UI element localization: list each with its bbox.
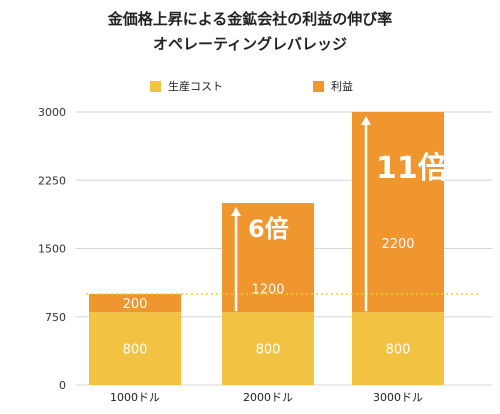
legend-swatch-cost [150,80,161,92]
x-tick-label-1: 2000ドル [243,391,293,404]
growth-multiplier-label-1: 11倍 [376,151,448,186]
x-tick-label-0: 1000ドル [110,391,160,404]
bar-profit-2 [352,112,444,313]
data-label-profit-0: 200 [123,297,148,312]
legend-item-profit: 利益 [313,78,353,94]
bar-cost-1 [222,312,314,385]
y-tick-label-4: 3000 [38,106,66,119]
chart-title-line-1: 金価格上昇による金鉱会社の利益の伸び率 [107,10,393,28]
data-label-profit-2: 2200 [381,237,414,252]
y-tick-label-0: 0 [59,379,66,392]
y-tick-label-3: 2250 [38,174,66,187]
y-tick-label-2: 1500 [38,243,66,256]
growth-multiplier-label-0: 6倍 [248,215,289,243]
legend-swatch-profit [313,80,324,92]
data-label-cost-0: 800 [123,343,148,358]
y-tick-label-1: 750 [45,311,66,324]
legend-label-cost: 生産コスト [168,80,223,93]
growth-arrow-head-1 [361,116,371,125]
data-label-cost-2: 800 [386,343,411,358]
data-label-cost-1: 800 [256,343,281,358]
bar-profit-0 [89,294,181,313]
data-label-profit-1: 1200 [251,283,284,298]
legend-label-profit: 利益 [331,80,353,93]
growth-arrow-head-0 [231,207,241,216]
legend-item-cost: 生産コスト [150,78,223,94]
bar-cost-0 [89,312,181,385]
x-tick-label-2: 3000ドル [373,391,423,404]
bar-cost-2 [352,312,444,385]
chart-title-line-2: オペレーティングレバレッジ [152,35,348,53]
